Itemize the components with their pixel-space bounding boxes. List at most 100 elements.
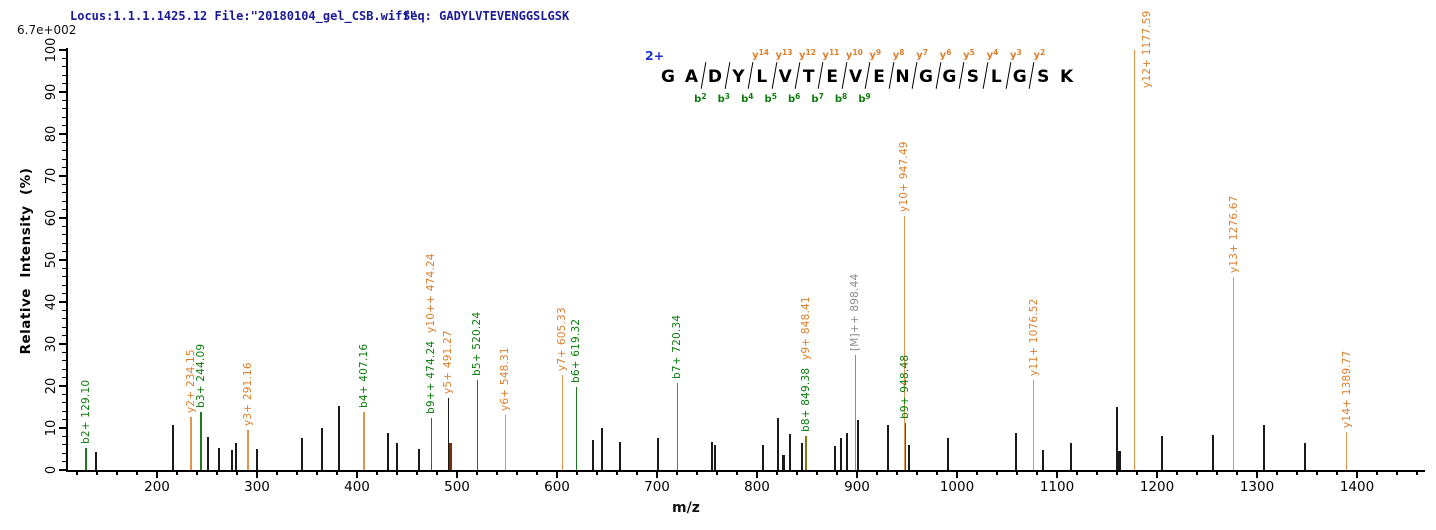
y-axis-line bbox=[66, 48, 68, 472]
ion-number: 10 bbox=[852, 48, 863, 57]
x-axis-tick bbox=[1256, 471, 1258, 478]
spectrum-peak bbox=[908, 444, 910, 470]
x-axis-tick-label: 200 bbox=[144, 479, 170, 495]
y-axis-tick bbox=[62, 192, 66, 194]
y-axis-tick bbox=[62, 83, 66, 85]
x-axis-tick-label: 1300 bbox=[1239, 479, 1275, 495]
ion-type-letter: b bbox=[694, 94, 702, 105]
spectrum-peak bbox=[575, 386, 577, 470]
sequence-residue: V bbox=[778, 67, 792, 87]
spectrum-peak bbox=[363, 412, 365, 470]
ion-peak-label: b9++ 474.24 bbox=[425, 340, 438, 414]
spectrum-peak bbox=[801, 443, 803, 470]
spectrum-peak bbox=[321, 428, 323, 470]
y-ion-label: y4 bbox=[986, 48, 999, 61]
spectrum-peak bbox=[777, 417, 779, 470]
y-axis-tick bbox=[62, 318, 66, 320]
sequence-residue: V bbox=[849, 67, 863, 87]
ion-number: 5 bbox=[969, 48, 975, 57]
precursor-charge-label: 2+ bbox=[645, 48, 665, 63]
y-axis-tick bbox=[62, 419, 66, 421]
y-axis-tick bbox=[59, 259, 66, 261]
spectrum-peak bbox=[301, 438, 303, 470]
ion-number: 9 bbox=[875, 48, 882, 57]
sequence-residue: L bbox=[990, 67, 1002, 87]
ion-type-letter: y bbox=[986, 50, 994, 61]
sequence-residue: Y bbox=[732, 67, 745, 87]
y-axis-tick bbox=[62, 284, 66, 286]
x-axis-tick bbox=[176, 471, 178, 475]
y-axis-tick bbox=[62, 209, 66, 211]
y-axis-tick bbox=[59, 175, 66, 177]
y-axis-tick-label: 30 bbox=[44, 335, 59, 353]
ion-peak-label: b2+ 129.10 bbox=[80, 379, 93, 445]
x-axis-tick bbox=[1076, 471, 1078, 475]
ion-peak-label: y6+ 548.31 bbox=[499, 347, 512, 412]
spectrum-peak bbox=[338, 405, 340, 470]
ion-number: 3 bbox=[1016, 48, 1022, 57]
sequence-residue: A bbox=[684, 67, 699, 87]
x-axis-tick bbox=[136, 471, 138, 475]
spectrum-peak bbox=[601, 428, 603, 470]
spectrum-peak bbox=[854, 354, 857, 470]
x-axis-tick bbox=[396, 471, 398, 475]
x-axis-tick bbox=[1216, 471, 1218, 475]
spectrum-peak bbox=[676, 382, 679, 470]
spectrum-peak bbox=[840, 438, 842, 470]
x-axis-tick-label: 900 bbox=[844, 479, 870, 495]
ion-peak-label: [M]++ 898.44 bbox=[849, 273, 862, 351]
ion-type-letter: y bbox=[1010, 50, 1017, 61]
ion-number: 12 bbox=[805, 48, 816, 57]
sequence-residue: G bbox=[918, 67, 933, 87]
x-axis-tick bbox=[576, 471, 578, 475]
x-axis-tick bbox=[376, 471, 378, 475]
ion-type-letter: y bbox=[916, 50, 923, 61]
x-axis-tick bbox=[116, 471, 118, 475]
y-ion-label: y5 bbox=[963, 48, 975, 61]
x-axis-tick-label: 1100 bbox=[1039, 479, 1075, 495]
spectrum-peak bbox=[904, 422, 907, 470]
sequence-residue: L bbox=[756, 67, 768, 87]
x-axis-tick bbox=[976, 471, 978, 475]
ion-peak-label: b4+ 407.16 bbox=[358, 343, 371, 409]
spectrum-peak bbox=[857, 419, 859, 470]
x-axis-tick bbox=[996, 471, 998, 475]
ion-number: 14 bbox=[758, 48, 770, 57]
b-ion-label: b7 bbox=[811, 92, 823, 105]
x-axis-tick bbox=[1236, 471, 1238, 475]
y-axis-tick-label: 40 bbox=[44, 293, 59, 311]
y-axis-tick bbox=[59, 469, 66, 471]
y-axis-tick bbox=[59, 427, 66, 429]
y-axis-tick bbox=[62, 410, 66, 412]
spectrum-peak bbox=[1032, 379, 1035, 470]
y-axis-tick bbox=[62, 167, 66, 169]
spectrum-peak bbox=[200, 411, 202, 470]
spectrum-peak bbox=[430, 417, 432, 470]
spectrum-peak bbox=[1117, 451, 1121, 470]
x-axis-tick bbox=[836, 471, 838, 475]
ion-peak-label: y14+ 1389.77 bbox=[1340, 350, 1353, 429]
ion-type-letter: b bbox=[717, 94, 725, 105]
spectrum-peak bbox=[947, 438, 949, 470]
ion-type-letter: y bbox=[1033, 50, 1040, 61]
ion-type-letter: y bbox=[752, 50, 759, 61]
y-axis-tick bbox=[62, 225, 66, 227]
spectrum-peak bbox=[619, 441, 621, 470]
y-axis-tick bbox=[62, 351, 66, 353]
spectrum-peak bbox=[172, 425, 174, 470]
x-axis-tick bbox=[536, 471, 538, 475]
y-axis-tick bbox=[62, 183, 66, 185]
x-axis-tick bbox=[1056, 471, 1058, 478]
spectrum-peak bbox=[235, 443, 237, 470]
y-ion-label: y11 bbox=[822, 48, 839, 61]
y-axis-tick bbox=[62, 150, 66, 152]
y-axis-tick bbox=[62, 326, 66, 328]
y-ion-label: y6 bbox=[940, 48, 952, 61]
sequence-residue: S bbox=[966, 67, 979, 87]
x-axis-tick bbox=[1356, 471, 1358, 478]
y-axis-tick bbox=[62, 293, 66, 295]
y-axis-tick bbox=[62, 435, 66, 437]
y-axis-tick bbox=[62, 309, 66, 311]
b-ion-label: b4 bbox=[741, 92, 753, 105]
